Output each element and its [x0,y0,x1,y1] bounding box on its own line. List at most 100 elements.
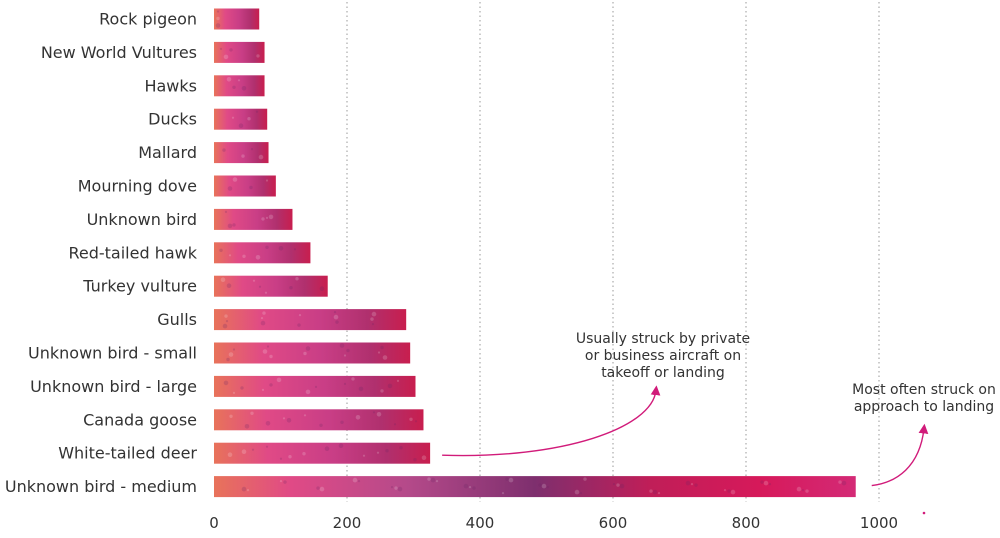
bar-texture-dot [286,418,292,423]
bar-texture-dot [414,420,418,423]
bar-texture-dot [269,354,273,359]
bar-texture-dot [380,345,384,350]
category-label: Unknown bird - small [28,344,197,363]
bar-texture-dot [370,317,374,321]
bar-texture-dot [372,411,376,414]
bar [214,375,416,397]
bar [214,342,411,364]
bar-texture-dot [262,311,266,315]
bar-texture-dot [371,311,377,317]
bar-texture-dot [219,47,223,51]
bar-texture-dot [246,489,250,492]
bar-texture-dot [232,348,236,351]
bar-texture-dot [463,483,469,489]
annotation-arrow [871,423,929,487]
bar-texture-dot [268,214,274,220]
bar-texture-dot [685,480,691,486]
bar-texture-dot [226,283,232,289]
bar-texture-dot [219,248,223,252]
bar-texture-dot [255,110,259,113]
bar-texture-dot [260,320,266,326]
bar-texture-dot [393,423,397,426]
bar-texture-dot [220,277,226,283]
bar-texture-dot [305,389,311,395]
bar-texture-dot [293,248,297,251]
bar-texture-dot [319,486,325,492]
bar-texture-dot [352,477,358,483]
bar-texture-dot [355,415,361,420]
bar-texture-dot [229,414,233,418]
bar-texture-dot [241,449,247,455]
bar-texture-dot [619,483,625,489]
bar-texture-dot [760,480,764,484]
bar-texture-dot [244,424,250,429]
bar [214,175,276,197]
bar-texture-dot [283,480,287,484]
bar-texture-dot [266,345,270,348]
category-label: Unknown bird - medium [5,477,197,496]
bar-texture-dot [216,10,220,13]
annotation-line: Most often struck on [852,382,996,398]
x-tick-label: 600 [599,514,628,532]
bar-texture-dot [380,389,384,393]
category-label: Ducks [148,110,197,129]
bar-texture-dot [390,486,394,489]
bar-texture-dot [225,320,229,323]
x-tick-label: 0 [209,514,219,532]
bar-texture-dot [265,179,269,182]
bar-texture-dot [241,86,247,91]
bar-texture-dot [264,291,268,294]
bar-texture-dot [226,357,230,362]
bar-texture-dot [723,489,727,492]
bar-texture-dot [227,186,233,191]
bar-texture-dot [222,148,226,152]
bar-texture-dot [768,483,772,486]
bar-texture-dot [319,423,323,427]
bar [214,409,424,431]
bar-texture-dot [276,377,282,383]
bar [214,108,268,130]
bar-texture-dot [216,16,220,21]
bar-texture-dot [238,123,244,128]
bar-texture-dot [472,486,476,490]
bar-texture-dot [229,48,233,52]
bar-texture-dot [394,486,398,490]
bar-texture-dot [247,117,251,121]
bar-texture-dot [232,391,236,394]
bar-texture-dot [409,417,413,421]
bar-texture-dot [261,388,265,391]
category-label: Canada goose [83,410,197,429]
bar-texture-dot [583,477,587,481]
bar-texture-dot [237,79,241,82]
x-tick-label: 200 [333,514,362,532]
bar-texture-dot [727,489,731,493]
gridlines [346,2,880,502]
bar-texture-dot [362,454,366,457]
bar-texture-dot [265,421,271,426]
bar-texture-dot [289,286,293,290]
bar-texture-dot [694,483,698,487]
bar-texture-dot [255,254,261,260]
bar-texture-dot [508,477,514,483]
bar-texture-dot [240,386,244,390]
bar [214,8,260,30]
category-label: Gulls [157,310,197,329]
bar-texture-dot [279,480,283,483]
bar-texture-dot [371,323,375,326]
bar-texture-dot [223,380,229,386]
bar [214,275,328,297]
bar-texture-dot [222,323,228,329]
bar-texture-dot [258,285,262,288]
bar-texture-dot [250,148,254,151]
bar-texture-dot [228,254,232,257]
bar-texture-dot [838,480,842,484]
bar-texture-dot [241,154,245,158]
bar-texture-dot [690,483,694,486]
bar-texture-dot [541,483,547,489]
bar-texture-dot [396,379,400,382]
bar-texture-dot [288,455,292,459]
bar-texture-dot [324,446,330,452]
bar-texture-dot [841,480,847,486]
bar-texture-dot [242,254,246,258]
